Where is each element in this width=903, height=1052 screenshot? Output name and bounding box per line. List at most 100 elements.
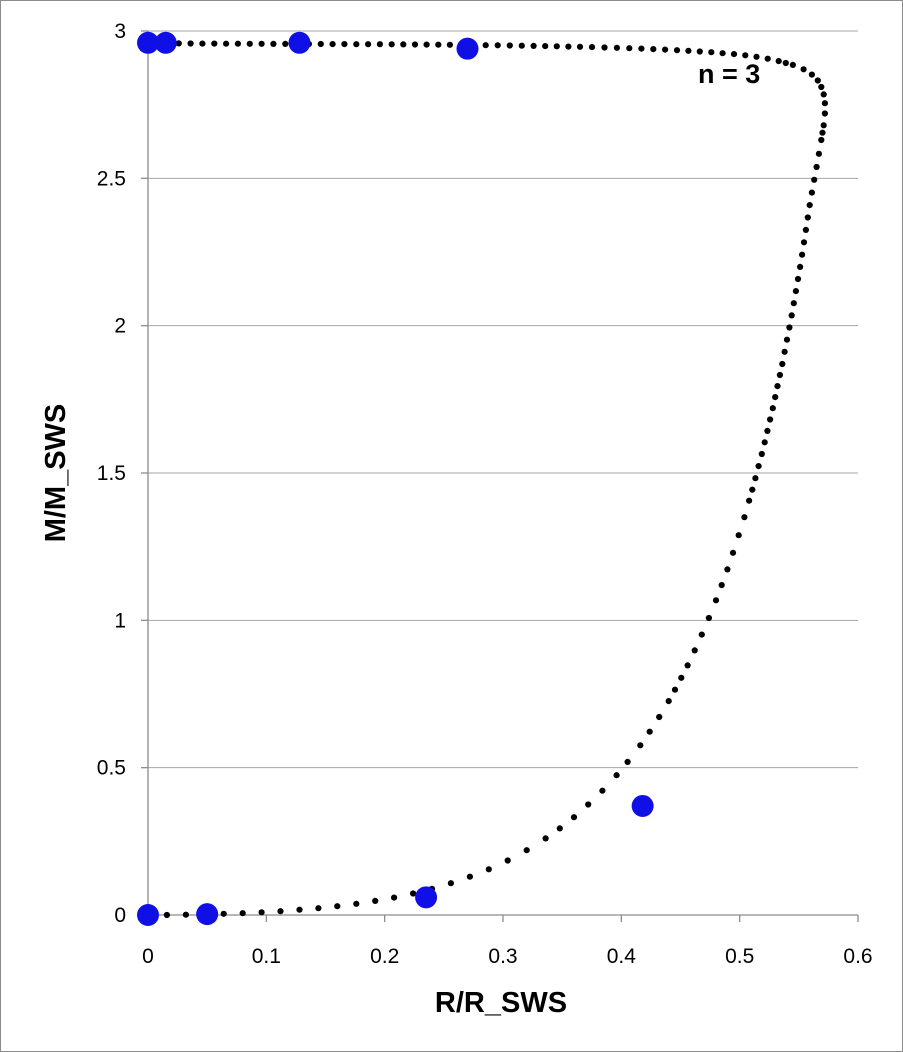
curve-point-11 bbox=[353, 900, 360, 907]
curve-point-66 bbox=[800, 239, 808, 246]
x-tick-label-0: 0 bbox=[142, 945, 154, 968]
curve-point-9 bbox=[315, 905, 322, 912]
curve-point-52 bbox=[769, 405, 776, 412]
x-tick-label-4: 0.4 bbox=[607, 945, 637, 968]
curve-point-67 bbox=[802, 226, 810, 233]
curve-point-117 bbox=[411, 41, 419, 48]
highlight-series bbox=[137, 31, 654, 926]
highlight-point-6 bbox=[154, 31, 177, 54]
curve-point-42 bbox=[735, 532, 742, 539]
curve-point-35 bbox=[691, 647, 698, 654]
curve-point-85 bbox=[782, 59, 789, 67]
curve-point-29 bbox=[646, 728, 653, 735]
curve-point-124 bbox=[329, 41, 336, 48]
curve-point-95 bbox=[673, 47, 681, 54]
curve-point-41 bbox=[729, 549, 737, 556]
curve-point-111 bbox=[482, 42, 489, 49]
x-tick-label-5: 0.5 bbox=[725, 945, 754, 968]
gridlines bbox=[148, 30, 858, 769]
curve-point-88 bbox=[753, 53, 760, 60]
x-tick-label-6: 0.6 bbox=[843, 945, 872, 968]
curve-point-82 bbox=[808, 71, 816, 78]
curve-point-17 bbox=[466, 873, 473, 880]
curve-point-76 bbox=[820, 122, 827, 129]
curve-point-62 bbox=[792, 288, 800, 295]
curve-point-59 bbox=[786, 324, 793, 331]
curve-point-72 bbox=[813, 163, 820, 171]
curve-point-68 bbox=[804, 214, 811, 221]
curve-point-12 bbox=[372, 897, 379, 905]
curve-point-130 bbox=[258, 40, 265, 47]
curve-point-120 bbox=[376, 41, 383, 48]
y-tick-label-5: 2.5 bbox=[97, 167, 126, 190]
curve-point-1 bbox=[163, 911, 170, 919]
curve-point-70 bbox=[808, 189, 816, 196]
highlight-point-1 bbox=[196, 903, 219, 926]
curve-point-34 bbox=[684, 662, 691, 669]
curve-point-104 bbox=[565, 43, 572, 50]
curve-point-51 bbox=[767, 416, 774, 423]
curve-point-137 bbox=[175, 40, 182, 47]
curve-point-89 bbox=[742, 52, 749, 59]
curve-point-32 bbox=[671, 686, 679, 693]
curve-point-10 bbox=[334, 903, 341, 910]
curve-point-115 bbox=[435, 41, 442, 48]
curve-point-129 bbox=[270, 40, 277, 48]
curve-point-92 bbox=[708, 49, 715, 56]
curve-point-123 bbox=[341, 41, 348, 48]
curve-point-98 bbox=[638, 45, 645, 52]
curve-point-102 bbox=[588, 44, 596, 51]
curve-point-107 bbox=[530, 42, 537, 50]
curve-point-93 bbox=[696, 48, 703, 55]
curve-point-36 bbox=[698, 631, 705, 638]
curve-point-63 bbox=[794, 275, 802, 283]
curve-point-91 bbox=[719, 50, 726, 57]
curve-point-31 bbox=[665, 698, 672, 705]
curve-point-38 bbox=[712, 597, 720, 604]
curve-point-20 bbox=[523, 847, 530, 854]
highlight-point-4 bbox=[456, 37, 479, 60]
curve-point-116 bbox=[423, 41, 430, 48]
curve-point-79 bbox=[820, 91, 827, 98]
highlight-point-7 bbox=[137, 31, 159, 54]
curve-point-136 bbox=[187, 40, 194, 47]
curve-point-125 bbox=[317, 40, 324, 48]
curve-point-77 bbox=[821, 110, 829, 117]
y-tick-label-4: 2 bbox=[114, 315, 126, 338]
curve-point-58 bbox=[783, 336, 791, 343]
curve-point-4 bbox=[220, 910, 227, 917]
x-tick-label-2: 0.2 bbox=[370, 945, 399, 968]
y-tick-label-0: 0 bbox=[114, 904, 126, 927]
curve-point-47 bbox=[755, 463, 762, 470]
x-tick-label-3: 0.3 bbox=[488, 945, 517, 968]
highlight-point-5 bbox=[288, 31, 311, 54]
curve-point-57 bbox=[781, 348, 788, 355]
curve-point-55 bbox=[776, 371, 784, 379]
curve-point-71 bbox=[811, 176, 818, 183]
curve-point-109 bbox=[506, 42, 513, 49]
curve-point-24 bbox=[585, 801, 592, 808]
curve-point-90 bbox=[730, 51, 738, 58]
curve-point-101 bbox=[601, 44, 608, 51]
curve-point-105 bbox=[553, 43, 560, 50]
curve-point-86 bbox=[775, 58, 782, 65]
curve-point-46 bbox=[752, 475, 759, 482]
x-tick-labels: 0 0.1 0.2 0.3 0.4 0.5 0.6 bbox=[142, 945, 872, 968]
curve-point-18 bbox=[485, 866, 492, 873]
curve-point-26 bbox=[613, 772, 620, 779]
curve-point-7 bbox=[277, 908, 284, 915]
y-tick-label-2: 1 bbox=[114, 609, 126, 632]
curve-point-8 bbox=[296, 906, 303, 913]
curve-point-99 bbox=[626, 45, 633, 52]
curve-point-53 bbox=[772, 394, 779, 401]
x-axis-title: R/R_SWS bbox=[435, 987, 567, 1019]
curve-point-100 bbox=[613, 44, 621, 51]
curve-point-110 bbox=[494, 42, 501, 49]
curve-point-128 bbox=[282, 40, 289, 48]
curve-point-50 bbox=[764, 427, 771, 434]
curve-point-64 bbox=[797, 263, 804, 270]
curve-point-56 bbox=[779, 360, 786, 368]
curve-point-37 bbox=[705, 614, 713, 622]
